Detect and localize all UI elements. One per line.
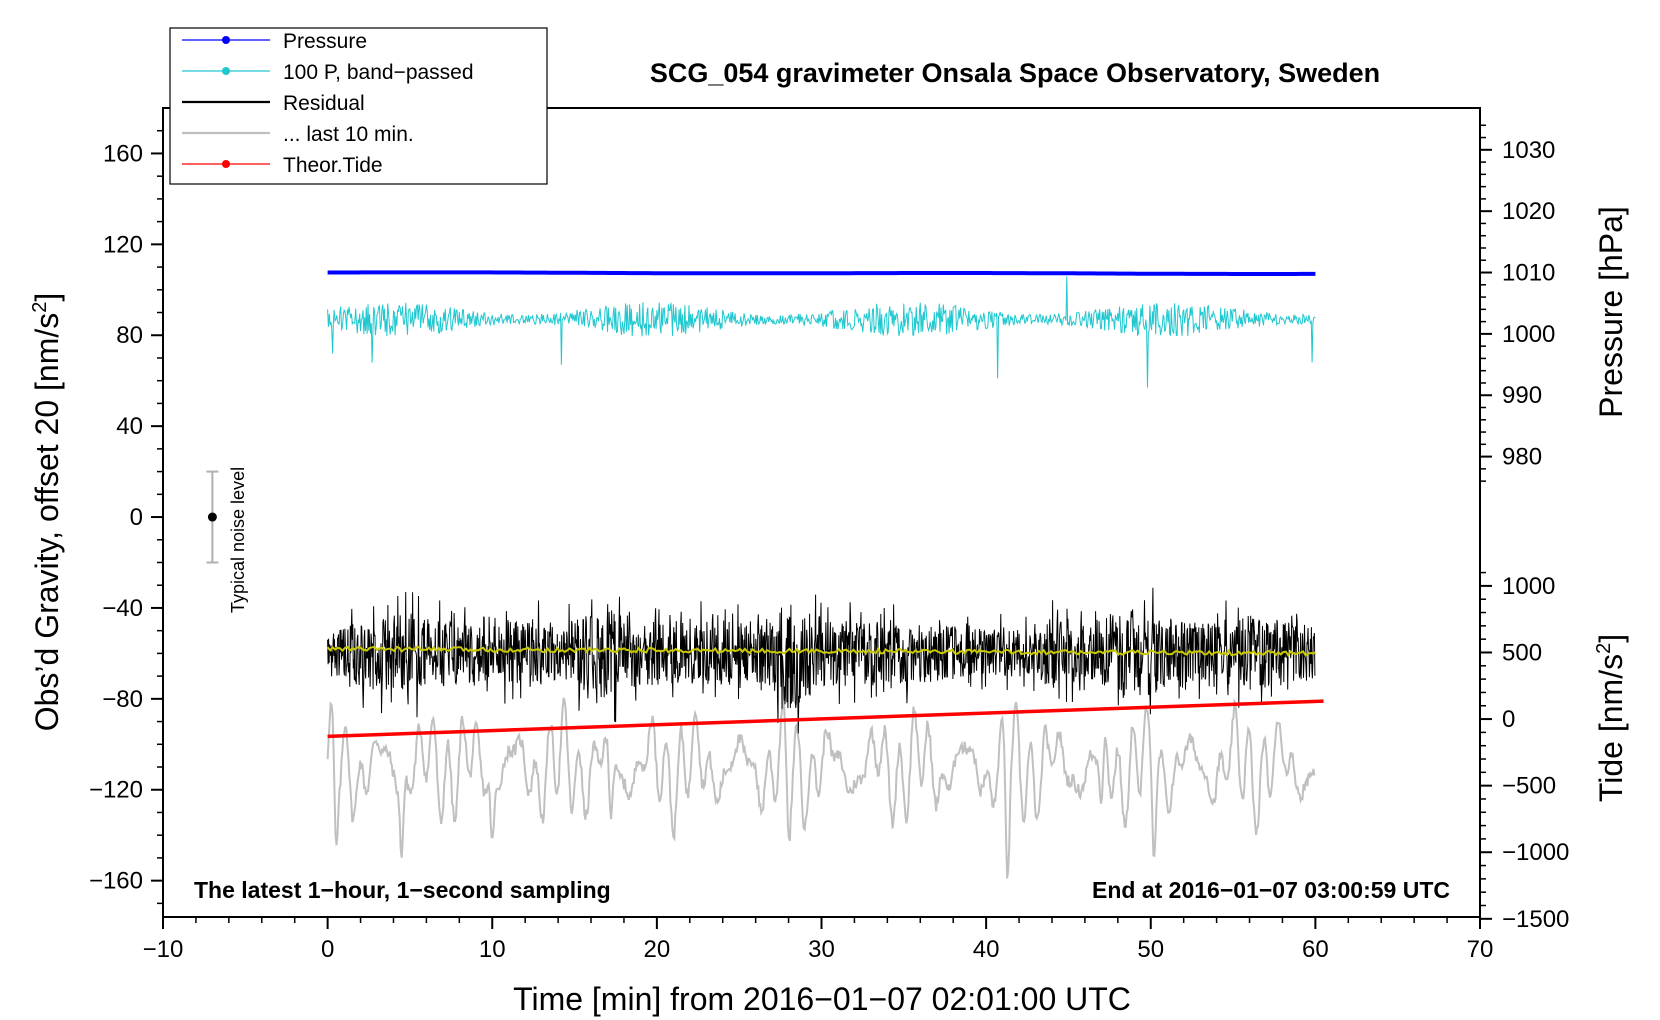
axis-ticks: [151, 124, 1492, 929]
chart-title: SCG_054 gravimeter Onsala Space Observat…: [650, 58, 1380, 88]
x-tick-label: 10: [479, 936, 506, 963]
y-tick-label-tide: −500: [1502, 773, 1556, 800]
y-tick-label-pressure: 1030: [1502, 137, 1555, 164]
y-tick-label-pressure: 1010: [1502, 260, 1555, 287]
y-tick-label-tide: 1000: [1502, 573, 1555, 600]
y-tick-label-pressure: 980: [1502, 444, 1542, 471]
y-tick-label-tide: −1000: [1502, 839, 1569, 866]
y-tick-label-gravity: 40: [116, 413, 143, 440]
y-tick-label-pressure: 1020: [1502, 198, 1555, 225]
annotation-bottom-left: The latest 1−hour, 1−second sampling: [194, 877, 611, 903]
legend-mark-pressure-dot: [222, 36, 230, 44]
x-tick-label: −10: [143, 936, 184, 963]
y-tick-label-gravity: −120: [89, 777, 143, 804]
y-tick-label-gravity: 0: [130, 504, 143, 531]
noise-bar-point: [207, 512, 217, 522]
legend-marks: [182, 36, 270, 168]
series-residual-line: [327, 587, 1316, 734]
y-tick-label-pressure: 1000: [1502, 321, 1555, 348]
y-tick-label-gravity: −40: [102, 595, 143, 622]
legend: Pressure 100 P, band−passed Residual ...…: [169, 27, 548, 185]
x-tick-label: 50: [1137, 936, 1164, 963]
legend-label-residual: Residual: [283, 92, 365, 115]
series-pressure-line: [327, 270, 1316, 276]
legend-label-last10: ... last 10 min.: [283, 123, 414, 146]
annotation-bottom-right: End at 2016−01−07 03:00:59 UTC: [1092, 877, 1450, 903]
y-tick-label-gravity: −80: [102, 686, 143, 713]
legend-box: [169, 27, 548, 185]
series-last10-line: [326, 697, 1316, 879]
x-tick-label: 0: [321, 936, 334, 963]
y-tick-label-gravity: 120: [103, 231, 143, 258]
legend-mark-bandpassed-dot: [222, 67, 230, 75]
y-axis-title-gravity: Obs’d Gravity, offset 20 [nm/s2]: [29, 293, 65, 732]
noise-level-label: Typical noise level: [228, 467, 248, 613]
plot-frame: [162, 107, 1481, 918]
x-tick-label: 30: [808, 936, 835, 963]
y-tick-label-tide: 0: [1502, 706, 1515, 733]
noise-indicator: [206, 470, 219, 564]
legend-label-bandpassed: 100 P, band−passed: [283, 61, 474, 84]
series-group: [326, 270, 1324, 879]
y-tick-label-pressure: 990: [1502, 382, 1542, 409]
series-bandpassed-line: [327, 276, 1316, 388]
x-tick-label: 60: [1302, 936, 1329, 963]
legend-mark-tide-dot: [222, 160, 230, 168]
y-tick-label-tide: −1500: [1502, 906, 1569, 933]
legend-label-pressure: Pressure: [283, 30, 367, 53]
x-tick-label: 20: [644, 936, 671, 963]
y-axis-title-tide: Tide [nm/s2]: [1593, 634, 1629, 802]
series-smoothed-residual-line: [326, 645, 1316, 657]
x-tick-label: 70: [1467, 936, 1494, 963]
axis-tick-labels: −10 0 10 20 30 40 50 60 7016012080400−40−80−120−…: [89, 137, 1569, 963]
y-tick-label-tide: 500: [1502, 639, 1542, 666]
legend-label-tide: Theor.Tide: [283, 154, 383, 177]
series-tide-line: [327, 699, 1324, 739]
y-tick-label-gravity: 80: [116, 322, 143, 349]
y-tick-label-gravity: 160: [103, 140, 143, 167]
y-axis-title-pressure: Pressure [hPa]: [1593, 206, 1629, 418]
x-tick-label: 40: [973, 936, 1000, 963]
y-tick-label-gravity: −160: [89, 868, 143, 895]
x-axis-title: Time [min] from 2016−01−07 02:01:00 UTC: [513, 981, 1131, 1017]
